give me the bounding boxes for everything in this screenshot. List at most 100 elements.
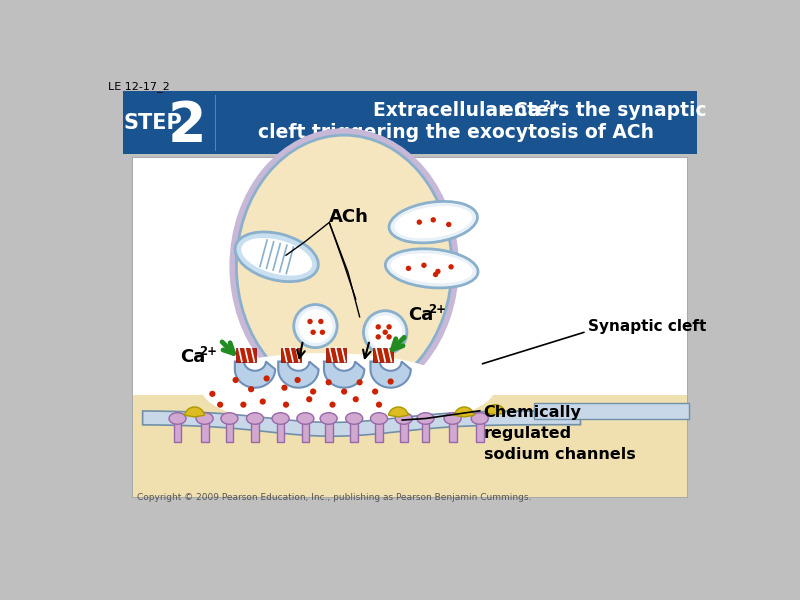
Ellipse shape — [368, 316, 402, 349]
Ellipse shape — [353, 396, 359, 403]
Text: ACh: ACh — [329, 208, 369, 226]
Text: 2+: 2+ — [542, 98, 560, 112]
Bar — [277, 420, 285, 442]
Bar — [201, 420, 209, 442]
Ellipse shape — [422, 263, 426, 268]
Ellipse shape — [417, 220, 422, 225]
Ellipse shape — [248, 386, 254, 392]
Ellipse shape — [307, 319, 313, 324]
Wedge shape — [454, 407, 474, 417]
Polygon shape — [142, 411, 581, 436]
Bar — [123, 91, 697, 154]
Text: enters the synaptic: enters the synaptic — [501, 101, 706, 120]
Ellipse shape — [310, 329, 316, 335]
Ellipse shape — [386, 334, 392, 340]
Text: 2: 2 — [167, 99, 206, 153]
Bar — [236, 347, 256, 362]
Ellipse shape — [246, 413, 263, 424]
Text: Chemically
regulated
sodium channels: Chemically regulated sodium channels — [484, 404, 635, 461]
Ellipse shape — [310, 388, 316, 395]
Bar — [326, 347, 346, 362]
Bar — [302, 420, 310, 442]
Ellipse shape — [375, 334, 381, 340]
Bar — [422, 420, 430, 442]
Ellipse shape — [444, 413, 461, 424]
Ellipse shape — [394, 206, 472, 238]
Polygon shape — [278, 362, 318, 388]
Ellipse shape — [433, 272, 438, 277]
Ellipse shape — [448, 264, 454, 269]
Wedge shape — [486, 404, 505, 415]
Ellipse shape — [217, 401, 223, 408]
Ellipse shape — [210, 391, 215, 397]
Bar — [133, 158, 687, 497]
Bar — [174, 420, 182, 442]
Ellipse shape — [435, 269, 441, 274]
Bar — [133, 158, 687, 497]
Ellipse shape — [357, 379, 362, 385]
Ellipse shape — [320, 329, 325, 335]
Ellipse shape — [237, 135, 452, 397]
Wedge shape — [185, 407, 205, 417]
Ellipse shape — [387, 379, 394, 385]
Ellipse shape — [230, 128, 459, 404]
Ellipse shape — [390, 253, 473, 283]
Ellipse shape — [326, 379, 332, 385]
Ellipse shape — [406, 266, 411, 271]
Ellipse shape — [330, 401, 336, 408]
Text: Copyright © 2009 Pearson Education, Inc., publishing as Pearson Benjamin Cumming: Copyright © 2009 Pearson Education, Inc.… — [138, 493, 531, 502]
Ellipse shape — [272, 413, 289, 424]
Ellipse shape — [233, 377, 238, 383]
Bar — [325, 420, 333, 442]
Bar — [534, 403, 689, 419]
Ellipse shape — [196, 413, 213, 424]
Bar — [226, 420, 234, 442]
Polygon shape — [235, 362, 275, 388]
Ellipse shape — [169, 413, 186, 424]
Text: 2+: 2+ — [199, 345, 218, 358]
Bar — [373, 347, 393, 362]
Bar — [375, 420, 383, 442]
Ellipse shape — [306, 396, 312, 403]
Ellipse shape — [375, 324, 381, 329]
Text: Ca: Ca — [180, 348, 205, 366]
Ellipse shape — [221, 413, 238, 424]
Ellipse shape — [346, 413, 362, 424]
Ellipse shape — [283, 401, 289, 408]
Ellipse shape — [318, 319, 323, 324]
Ellipse shape — [395, 413, 412, 424]
Polygon shape — [324, 362, 364, 388]
Ellipse shape — [242, 238, 312, 275]
Polygon shape — [370, 362, 410, 388]
Bar — [449, 420, 457, 442]
Ellipse shape — [297, 413, 314, 424]
Text: STEP: STEP — [123, 113, 182, 133]
Ellipse shape — [260, 398, 266, 404]
Text: LE 12-17_2: LE 12-17_2 — [108, 81, 170, 92]
Ellipse shape — [298, 309, 333, 343]
Bar — [281, 347, 301, 362]
Ellipse shape — [240, 401, 246, 408]
Text: Ca: Ca — [409, 305, 434, 323]
Ellipse shape — [370, 413, 387, 424]
Bar — [400, 420, 408, 442]
Bar — [251, 420, 259, 442]
Ellipse shape — [294, 305, 337, 347]
Text: Synaptic cleft: Synaptic cleft — [588, 319, 706, 334]
Text: 2+: 2+ — [428, 302, 446, 316]
Bar — [476, 420, 484, 442]
Text: cleft triggering the exocytosis of ACh: cleft triggering the exocytosis of ACh — [258, 122, 654, 142]
Ellipse shape — [363, 311, 407, 354]
Ellipse shape — [386, 249, 478, 288]
Ellipse shape — [417, 413, 434, 424]
Ellipse shape — [446, 222, 451, 227]
Ellipse shape — [201, 346, 495, 430]
Ellipse shape — [282, 385, 287, 391]
Ellipse shape — [320, 413, 337, 424]
Ellipse shape — [372, 388, 378, 395]
Ellipse shape — [471, 413, 488, 424]
Ellipse shape — [294, 377, 301, 383]
Bar — [133, 395, 687, 497]
Ellipse shape — [386, 324, 392, 329]
Ellipse shape — [341, 388, 347, 395]
